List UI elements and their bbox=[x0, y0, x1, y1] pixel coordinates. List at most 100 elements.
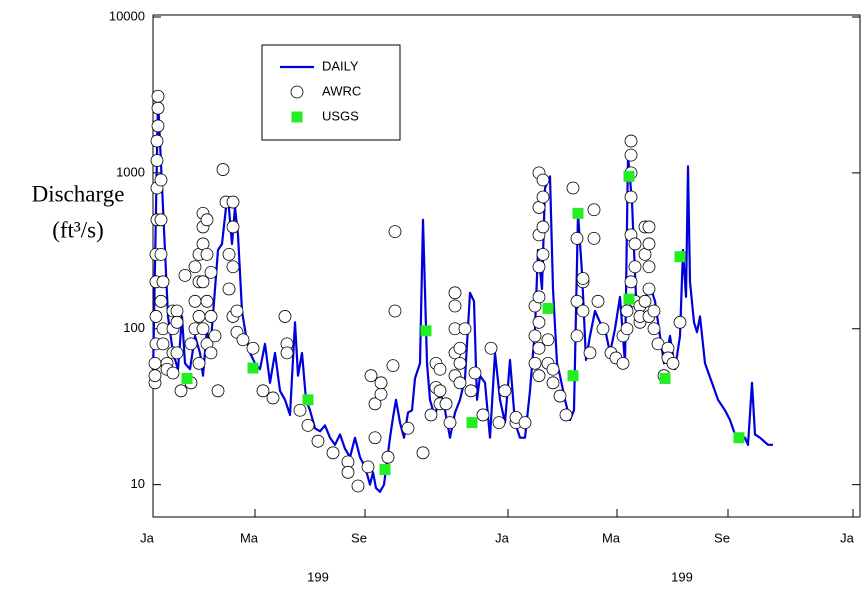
awrc-point bbox=[596, 322, 610, 336]
awrc-point bbox=[642, 282, 656, 296]
awrc-point bbox=[211, 384, 225, 398]
awrc-point bbox=[448, 286, 462, 300]
awrc-point bbox=[151, 89, 165, 103]
awrc-point bbox=[196, 322, 210, 336]
awrc-point bbox=[666, 356, 680, 370]
awrc-point bbox=[388, 304, 402, 318]
legend-box bbox=[261, 44, 401, 141]
awrc-point bbox=[204, 346, 218, 360]
x-tick-label: Se bbox=[351, 530, 367, 545]
awrc-point bbox=[566, 181, 580, 195]
daily-line bbox=[151, 97, 773, 493]
plot-frame bbox=[152, 14, 861, 518]
awrc-point bbox=[591, 294, 605, 308]
awrc-point bbox=[361, 460, 375, 474]
awrc-point bbox=[170, 304, 184, 318]
y-tick-label: 1000 bbox=[116, 164, 145, 179]
x-tick-label: Ma bbox=[602, 530, 621, 545]
awrc-point bbox=[620, 322, 634, 336]
awrc-point bbox=[468, 366, 482, 380]
awrc-point bbox=[536, 190, 550, 204]
awrc-point bbox=[532, 290, 546, 304]
usgs-point bbox=[542, 302, 554, 314]
awrc-point bbox=[439, 397, 453, 411]
awrc-point bbox=[230, 304, 244, 318]
awrc-point bbox=[154, 294, 168, 308]
awrc-point bbox=[364, 369, 378, 383]
awrc-point bbox=[226, 220, 240, 234]
awrc-point bbox=[374, 387, 388, 401]
usgs-point bbox=[623, 293, 635, 305]
x-tick-label: Ja bbox=[140, 530, 155, 545]
awrc-point bbox=[381, 450, 395, 464]
usgs-point bbox=[733, 432, 745, 444]
usgs-point bbox=[420, 325, 432, 337]
awrc-point bbox=[647, 322, 661, 336]
awrc-point bbox=[448, 299, 462, 313]
awrc-point bbox=[642, 237, 656, 251]
awrc-point bbox=[256, 384, 270, 398]
awrc-point bbox=[424, 408, 438, 422]
awrc-point bbox=[188, 260, 202, 274]
awrc-point bbox=[453, 341, 467, 355]
awrc-point bbox=[148, 356, 162, 370]
awrc-point bbox=[196, 275, 210, 289]
awrc-point bbox=[216, 163, 230, 176]
awrc-point bbox=[204, 265, 218, 279]
awrc-point bbox=[156, 275, 170, 289]
awrc-point bbox=[204, 310, 218, 323]
awrc-point bbox=[498, 384, 512, 398]
awrc-point bbox=[280, 346, 294, 360]
awrc-point bbox=[624, 148, 638, 162]
awrc-point bbox=[188, 294, 202, 308]
awrc-point bbox=[341, 465, 355, 479]
awrc-point bbox=[226, 195, 240, 209]
x-tick-label: Se bbox=[714, 530, 730, 545]
awrc-point bbox=[149, 310, 163, 323]
awrc-point bbox=[170, 346, 184, 360]
awrc-point bbox=[178, 268, 192, 282]
awrc-point bbox=[587, 231, 601, 245]
usgs-point bbox=[572, 207, 584, 219]
x-tick-label: Ma bbox=[240, 530, 259, 545]
awrc-point bbox=[536, 220, 550, 234]
awrc-point bbox=[374, 376, 388, 390]
awrc-point bbox=[151, 119, 165, 133]
awrc-point bbox=[628, 237, 642, 251]
usgs-point bbox=[659, 372, 671, 384]
awrc-point bbox=[624, 275, 638, 289]
awrc-point bbox=[559, 408, 573, 422]
year-label: 199 bbox=[671, 569, 693, 584]
usgs-point bbox=[567, 370, 579, 382]
legend-marker bbox=[291, 111, 303, 123]
x-tick-label: Ja bbox=[495, 530, 510, 545]
usgs-point bbox=[247, 362, 259, 374]
awrc-point bbox=[433, 362, 447, 376]
awrc-point bbox=[208, 329, 222, 343]
awrc-point bbox=[151, 101, 165, 115]
awrc-point bbox=[200, 294, 214, 308]
awrc-point bbox=[453, 356, 467, 370]
awrc-point bbox=[570, 231, 584, 245]
awrc-point bbox=[536, 247, 550, 261]
awrc-point bbox=[638, 294, 652, 308]
awrc-point bbox=[150, 134, 164, 148]
awrc-point bbox=[464, 384, 478, 398]
awrc-point bbox=[673, 315, 687, 329]
awrc-point bbox=[174, 384, 188, 398]
awrc-point bbox=[541, 333, 555, 347]
awrc-point bbox=[532, 260, 546, 274]
awrc-point bbox=[388, 225, 402, 239]
awrc-point bbox=[587, 203, 601, 217]
awrc-point bbox=[192, 356, 206, 370]
awrc-point bbox=[616, 356, 630, 370]
awrc-point bbox=[536, 173, 550, 187]
awrc-point bbox=[222, 282, 236, 296]
usgs-point bbox=[379, 464, 391, 476]
awrc-point bbox=[458, 322, 472, 336]
legend-label: DAILY bbox=[322, 58, 359, 73]
awrc-point bbox=[401, 421, 415, 435]
awrc-point bbox=[200, 247, 214, 261]
awrc-point bbox=[576, 304, 590, 318]
y-tick-label: 100 bbox=[123, 320, 145, 335]
